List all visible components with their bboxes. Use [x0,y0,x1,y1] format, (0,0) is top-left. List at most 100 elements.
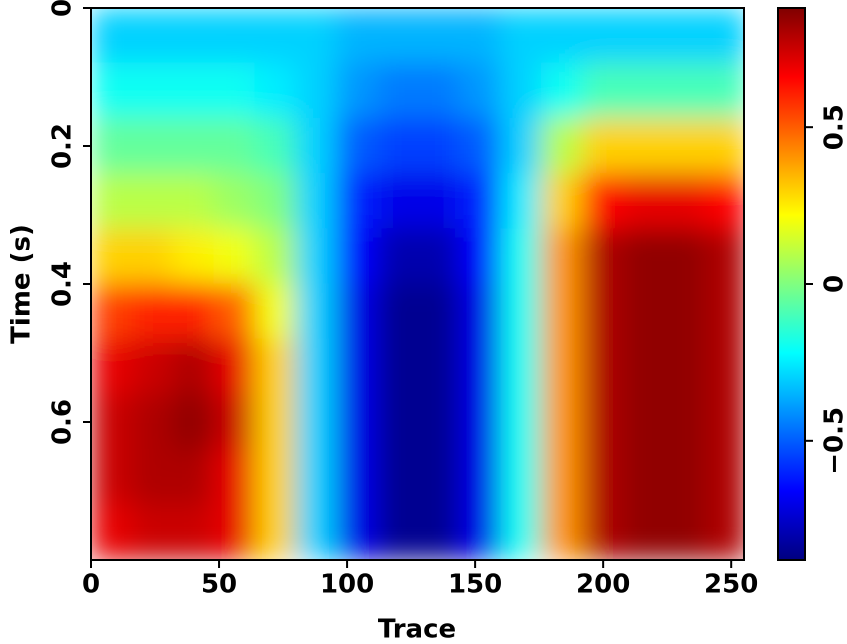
heatmap-cell [623,8,666,64]
heatmap-cell [582,62,625,119]
heatmap-cell [459,117,502,175]
heatmap-cell [541,117,584,175]
heatmap-cell [131,338,174,395]
heatmap [91,8,744,560]
heatmap-cell [582,504,625,560]
heatmap-cell [541,62,584,119]
heatmap-cell [213,449,256,506]
heatmap-cell [418,173,461,230]
heatmap-cell [541,283,584,340]
x-tick-label: 250 [704,570,758,600]
heatmap-cell [623,393,666,451]
heatmap-cell [336,173,379,230]
heatmap-cell [213,117,256,175]
heatmap-cell [664,283,707,340]
heatmap-cell [336,449,379,506]
heatmap-cell [91,8,133,64]
heatmap-cell [91,283,133,340]
heatmap-cell [459,338,502,395]
heatmap-cell [336,117,379,175]
heatmap-cell [459,173,502,230]
heatmap-cell [541,173,584,230]
y-tick-label: 0.4 [48,261,78,307]
heatmap-cell [377,117,420,175]
heatmap-cell [459,62,502,119]
heatmap-cell [91,449,133,506]
heatmap-cell [131,62,174,119]
heatmap-cell [336,8,379,64]
heatmap-cell [705,173,744,230]
heatmap-cell [254,228,297,285]
heatmap-cell [705,338,744,395]
heatmap-cell [131,393,174,451]
heatmap-cell [500,393,543,451]
heatmap-cell [336,283,379,340]
heatmap-cell [131,228,174,285]
heatmap-cell [213,8,256,64]
heatmap-cell [254,8,297,64]
heatmap-cell [172,62,215,119]
heatmap-cell [418,228,461,285]
x-tick-label: 200 [576,570,630,600]
heatmap-cells [91,8,744,560]
heatmap-cell [377,173,420,230]
heatmap-cell [254,393,297,451]
heatmap-cell [664,504,707,560]
heatmap-cell [705,117,744,175]
heatmap-cell [254,62,297,119]
heatmap-cell [582,8,625,64]
heatmap-cell [131,173,174,230]
heatmap-cell [336,228,379,285]
heatmap-cell [623,504,666,560]
heatmap-cell [705,228,744,285]
heatmap-cell [500,283,543,340]
heatmap-cell [582,338,625,395]
x-tick-label: 0 [82,570,100,600]
heatmap-cell [664,62,707,119]
heatmap-cell [418,117,461,175]
heatmap-cell [459,504,502,560]
heatmap-cell [213,393,256,451]
heatmap-cell [500,62,543,119]
heatmap-cell [664,338,707,395]
heatmap-cell [500,338,543,395]
heatmap-cell [418,338,461,395]
heatmap-cell [623,62,666,119]
heatmap-cell [254,449,297,506]
heatmap-cell [459,228,502,285]
heatmap-cell [459,449,502,506]
heatmap-cell [459,8,502,64]
heatmap-cell [459,283,502,340]
heatmap-cell [500,173,543,230]
heatmap-cell [623,117,666,175]
heatmap-cell [213,62,256,119]
heatmap-cell [705,449,744,506]
heatmap-cell [213,228,256,285]
heatmap-cell [705,393,744,451]
heatmap-cell [582,449,625,506]
x-tick-label: 100 [320,570,374,600]
x-tick-label: 150 [448,570,502,600]
y-tick-label: 0.6 [48,399,78,445]
heatmap-cell [131,8,174,64]
heatmap-cell [295,62,338,119]
heatmap-cell [131,504,174,560]
heatmap-cell [664,173,707,230]
heatmap-cell [131,117,174,175]
heatmap-cell [295,117,338,175]
heatmap-cell [418,393,461,451]
heatmap-cell [336,338,379,395]
heatmap-cell [705,8,744,64]
heatmap-cell [459,393,502,451]
colorbar-tick-label: 0.5 [820,104,847,150]
heatmap-cell [336,504,379,560]
heatmap-cell [418,283,461,340]
heatmap-cell [541,338,584,395]
heatmap-cell [664,228,707,285]
heatmap-cell [623,449,666,506]
heatmap-cell [91,504,133,560]
heatmap-cell [172,449,215,506]
heatmap-cell [500,449,543,506]
heatmap-cell [295,283,338,340]
